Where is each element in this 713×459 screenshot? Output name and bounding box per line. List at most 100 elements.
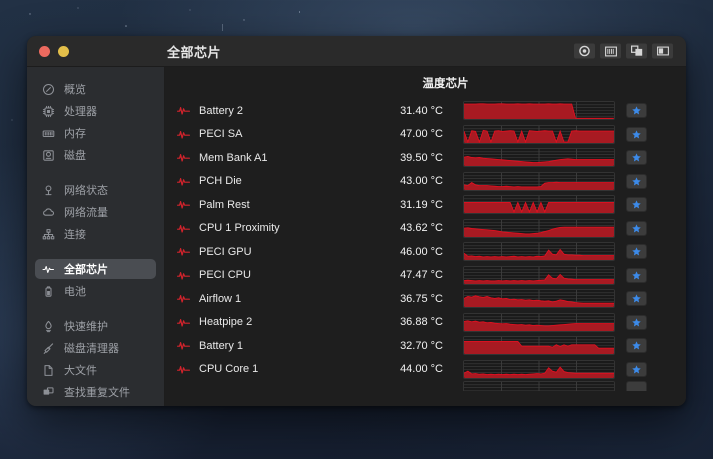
sensor-name: Battery 1 xyxy=(199,339,244,352)
sidebar-item-label: 内存 xyxy=(64,128,86,140)
main-header-title: 温度芯片 xyxy=(422,78,469,90)
sensor-row-partial[interactable] xyxy=(177,381,668,391)
sensor-value: 36.88 °C xyxy=(400,316,443,329)
sensor-graph xyxy=(463,124,615,144)
pulse-icon xyxy=(177,271,190,280)
sensor-name: CPU Core 1 xyxy=(199,363,259,376)
favorite-star-button[interactable] xyxy=(626,173,647,189)
sensor-list[interactable]: Battery 2 31.40 °C PECI SA 47.00 °C Mem Ba… xyxy=(165,99,686,406)
pulse-icon xyxy=(177,317,193,328)
sidebar-item-label: 网络流量 xyxy=(64,207,108,219)
sensor-row[interactable]: CPU 1 Proximity 43.62 °C xyxy=(177,217,668,241)
favorite-star-button[interactable] xyxy=(626,361,647,377)
close-window-button[interactable] xyxy=(39,45,50,57)
sidebar-item-磁盘[interactable]: 磁盘 xyxy=(35,145,156,165)
sensor-name: PECI GPU xyxy=(199,245,252,258)
sensor-row[interactable]: PECI GPU 46.00 °C xyxy=(177,240,668,264)
app-window: 全部芯片 xyxy=(27,36,686,406)
sidebar-item-快速维护[interactable]: 快速维护 xyxy=(35,316,156,336)
star-icon xyxy=(632,341,641,350)
sidebar-group-2: 全部芯片 电池 xyxy=(27,256,164,311)
sidebar-item-电池[interactable]: 电池 xyxy=(35,281,156,301)
sidebar-item-隐私保护[interactable]: 隐私保护 xyxy=(35,404,156,406)
sensor-value: 46.00 °C xyxy=(400,245,443,258)
sidebar-item-处理器[interactable]: 处理器 xyxy=(35,101,156,121)
sensor-row[interactable]: Heatpipe 2 36.88 °C xyxy=(177,311,668,335)
sparkline-chart xyxy=(464,196,614,214)
favorite-star-button[interactable] xyxy=(626,126,647,142)
favorite-star-button[interactable] xyxy=(626,150,647,166)
record-button[interactable] xyxy=(573,42,596,60)
barcode-list-icon xyxy=(604,46,617,56)
pulse-icon xyxy=(177,248,190,256)
panel-button[interactable] xyxy=(651,42,674,60)
minimize-window-button[interactable] xyxy=(58,45,69,57)
favorite-star-button[interactable] xyxy=(626,244,647,260)
windows-button[interactable] xyxy=(625,42,648,60)
sidebar-item-label: 网络状态 xyxy=(64,185,108,197)
sidebar-item-连接[interactable]: 连接 xyxy=(35,224,156,244)
star-icon xyxy=(632,318,641,327)
sparkline-chart xyxy=(464,266,614,284)
favorite-star-button[interactable] xyxy=(626,197,647,213)
sparkline-chart xyxy=(464,149,614,167)
favorite-star-button[interactable] xyxy=(626,103,647,119)
broom-cleaner-icon xyxy=(43,342,54,354)
favorite-star-button[interactable] xyxy=(626,381,647,391)
sensor-row[interactable]: Mem Bank A1 39.50 °C xyxy=(177,146,668,170)
large-file-icon xyxy=(44,364,53,376)
pulse-icon xyxy=(177,223,193,234)
copy-windows-icon xyxy=(630,45,642,56)
sidebar-item-网络流量[interactable]: 网络流量 xyxy=(35,202,156,222)
favorite-star-button[interactable] xyxy=(626,314,647,330)
sensor-name: Palm Rest xyxy=(199,198,250,211)
sensor-row[interactable]: PECI SA 47.00 °C xyxy=(177,123,668,147)
star-icon xyxy=(632,200,641,209)
sensor-name: Heatpipe 2 xyxy=(199,316,253,329)
favorite-star-button[interactable] xyxy=(626,220,647,236)
sidebar-item-大文件[interactable]: 大文件 xyxy=(35,360,156,380)
sensor-row[interactable]: PECI CPU 47.47 °C xyxy=(177,264,668,288)
pulse-icon xyxy=(177,340,193,351)
sensor-value: 31.40 °C xyxy=(400,104,443,117)
sidebar-item-全部芯片[interactable]: 全部芯片 xyxy=(35,259,156,279)
favorite-star-button[interactable] xyxy=(626,291,647,307)
sparkline-chart xyxy=(464,337,614,355)
sidebar-group-1: 网络状态网络流量 连接 xyxy=(27,177,164,254)
favorite-star-button[interactable] xyxy=(626,267,647,283)
star-icon xyxy=(632,247,641,256)
sensor-row[interactable]: CPU Core 1 44.00 °C xyxy=(177,358,668,382)
sensor-row[interactable]: Palm Rest 31.19 °C xyxy=(177,193,668,217)
pulse-icon xyxy=(177,295,190,303)
sensor-row[interactable]: Battery 2 31.40 °C xyxy=(177,99,668,123)
sensor-row[interactable]: PCH Die 43.00 °C xyxy=(177,170,668,194)
window-titlebar[interactable]: 全部芯片 xyxy=(27,36,686,67)
pulse-icon xyxy=(177,246,193,257)
sidebar-item-网络状态[interactable]: 网络状态 xyxy=(35,180,156,200)
sensor-graph xyxy=(463,289,615,309)
sensor-value: 44.00 °C xyxy=(400,363,443,376)
sensor-value: 31.19 °C xyxy=(400,198,443,211)
sidebar-item-概览[interactable]: 概览 xyxy=(35,79,156,99)
star-icon xyxy=(632,365,641,374)
pulse-icon xyxy=(177,154,190,162)
sensor-row[interactable]: Battery 1 32.70 °C xyxy=(177,334,668,358)
sparkline-chart xyxy=(464,102,614,120)
disk-icon xyxy=(43,149,54,161)
sensor-graph xyxy=(463,312,615,332)
list-button[interactable] xyxy=(599,42,622,60)
sidebar-panel-icon xyxy=(656,46,669,56)
sidebar-item-label: 概览 xyxy=(64,84,86,96)
sensor-row[interactable]: Airflow 1 36.75 °C xyxy=(177,287,668,311)
sidebar-item-label: 大文件 xyxy=(64,365,97,377)
sensor-value: 43.62 °C xyxy=(400,222,443,235)
sidebar: 概览 处理器 内存 磁盘网络状态网络流量 连接全部芯片 电池快速维护 磁盘清理器大文… xyxy=(27,67,165,406)
sidebar-item-内存[interactable]: 内存 xyxy=(35,123,156,143)
favorite-star-button[interactable] xyxy=(626,338,647,354)
sidebar-item-磁盘清理器[interactable]: 磁盘清理器 xyxy=(35,338,156,358)
sparkline-chart xyxy=(464,360,614,378)
pulse-icon xyxy=(177,293,193,304)
sidebar-item-查找重复文件[interactable]: 查找重复文件 xyxy=(35,382,156,402)
cpu-icon xyxy=(42,105,55,117)
